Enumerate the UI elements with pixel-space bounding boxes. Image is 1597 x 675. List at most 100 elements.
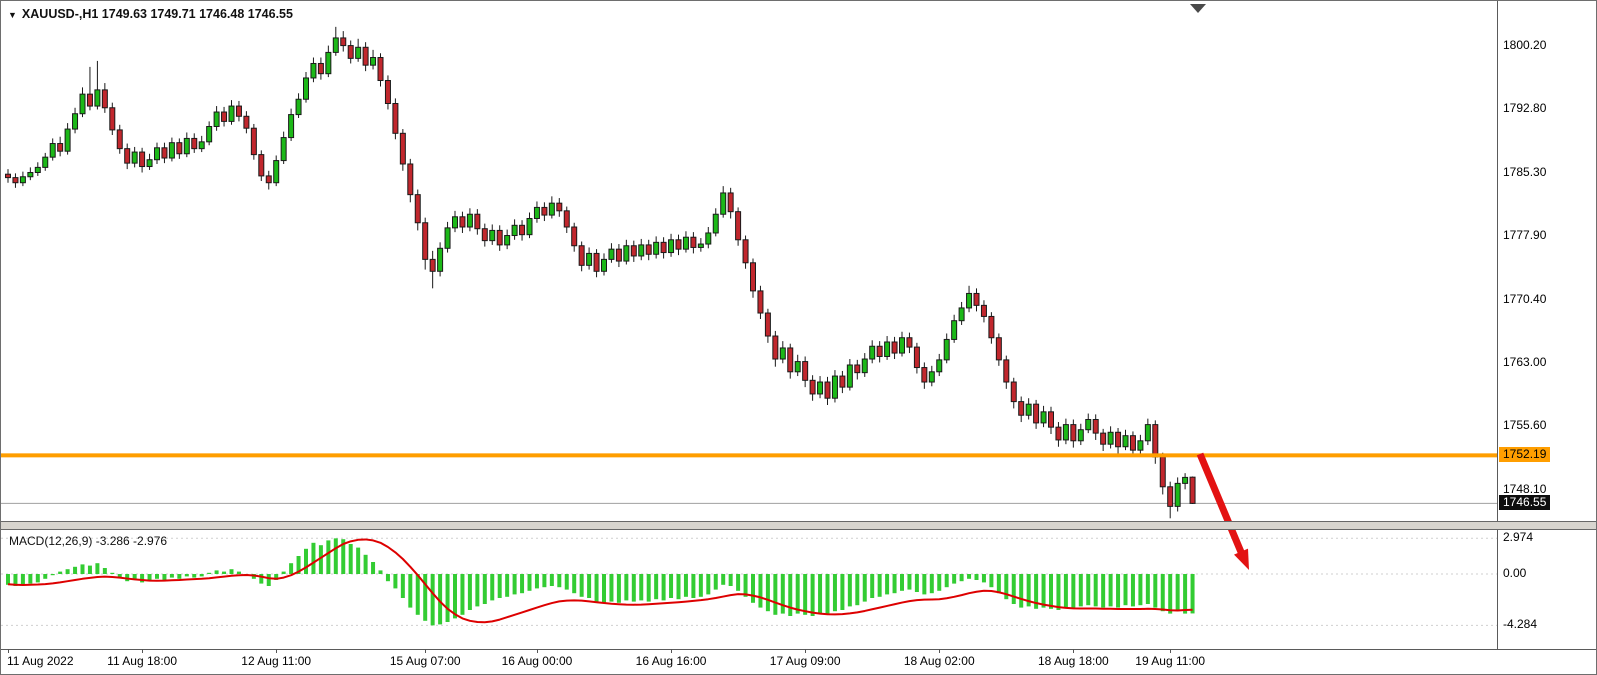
time-axis-label: 16 Aug 00:00 (501, 654, 573, 668)
candle-down (1100, 432, 1107, 445)
candle-down (764, 312, 771, 337)
candle-up (936, 359, 943, 373)
candle-down (221, 111, 228, 122)
candle-down (921, 367, 928, 383)
candle-down (101, 89, 108, 109)
macd-histogram-bar (423, 574, 428, 621)
candle-up (511, 224, 518, 237)
macd-histogram-bar (691, 574, 696, 598)
macd-histogram-bar (311, 542, 316, 574)
candle-up (608, 248, 615, 260)
macd-histogram-bar (1011, 574, 1016, 604)
macd-histogram-bar (937, 574, 942, 591)
macd-histogram-bar (415, 574, 420, 615)
time-axis-label: 18 Aug 02:00 (903, 654, 975, 668)
price-scale[interactable]: 1800.20 1792.80 1785.30 1777.90 1770.40 1763.… (1499, 1, 1596, 649)
macd-histogram-bar (1190, 574, 1195, 614)
candle-up (861, 358, 868, 374)
trend-arrow-head[interactable] (1234, 548, 1249, 570)
macd-histogram-bar (460, 574, 465, 615)
macd-histogram-bar (1078, 574, 1083, 607)
macd-histogram-bar (967, 574, 972, 579)
macd-histogram-bar (676, 574, 681, 600)
candle-up (1025, 403, 1032, 416)
time-axis-tick (1073, 649, 1075, 653)
candle-down (422, 222, 429, 260)
macd-histogram-bar (952, 574, 957, 584)
candle-up (295, 98, 302, 116)
candle-down (414, 194, 421, 224)
candle-up (183, 137, 190, 155)
macd-histogram-bar (326, 540, 331, 574)
macd-histogram-bar (549, 574, 554, 586)
time-axis-tick (425, 649, 427, 653)
chart-shift-marker[interactable] (1190, 4, 1206, 13)
candle-down (161, 147, 168, 159)
macd-histogram-bar (944, 574, 949, 588)
candle-up (705, 232, 712, 245)
macd-histogram-bar (87, 565, 92, 574)
macd-histogram-bar (698, 574, 703, 597)
candle-up (19, 176, 26, 184)
macd-indicator-label: MACD(12,26,9) -3.286 -2.976 (9, 534, 168, 548)
time-scale[interactable]: 11 Aug 2022 11 Aug 18:00 12 Aug 11:00 15 Au… (1, 649, 1596, 674)
panel-splitter[interactable] (1, 521, 1596, 530)
price-axis-label: 1800.20 (1503, 38, 1547, 53)
symbol-dropdown-icon[interactable]: ▼ (8, 9, 17, 20)
macd-histogram-bar (371, 562, 376, 574)
price-axis-label: 1748.10 (1503, 482, 1547, 497)
macd-histogram-bar (840, 574, 845, 610)
candle-down (913, 346, 920, 369)
candle-down (571, 226, 578, 247)
candle-down (541, 206, 548, 216)
macd-histogram-bar (497, 574, 502, 598)
horizontal-line-object[interactable] (1, 453, 1498, 458)
macd-histogram-bar (1034, 574, 1039, 609)
candle-down (191, 137, 198, 150)
macd-histogram-bar (385, 574, 390, 582)
macd-histogram-bar (527, 574, 532, 591)
macd-histogram-bar (780, 574, 785, 614)
macd-histogram-bar (512, 574, 517, 595)
candle-down (563, 210, 570, 228)
macd-histogram-bar (1108, 574, 1113, 607)
candle-up (817, 381, 824, 395)
candle-down (258, 154, 265, 177)
candle-down (5, 173, 11, 179)
candle-up (325, 51, 332, 75)
macd-histogram-bar (877, 574, 882, 597)
macd-histogram-bar (304, 548, 308, 574)
macd-histogram-bar (236, 571, 241, 574)
macd-histogram-bar (1019, 574, 1024, 608)
candle-up (668, 239, 675, 254)
macd-histogram-bar (259, 574, 264, 584)
macd-histogram-bar (534, 574, 539, 589)
candle-up (779, 347, 786, 360)
macd-histogram-bar (43, 574, 48, 579)
macd-histogram-bar (318, 545, 323, 574)
macd-histogram-bar (803, 574, 808, 615)
candle-up (34, 166, 41, 173)
candle-up (601, 258, 607, 272)
macd-histogram-bar (914, 574, 919, 592)
macd-histogram-bar (929, 574, 934, 594)
trend-arrow-shaft[interactable] (1196, 452, 1245, 554)
candle-up (131, 151, 138, 164)
macd-histogram-bar (885, 574, 890, 595)
candle-up (64, 128, 71, 152)
macd-histogram-bar (1160, 574, 1165, 612)
time-axis-tick (805, 649, 807, 653)
candle-up (958, 307, 965, 322)
macd-histogram-bar (1049, 574, 1053, 609)
hline-price-tag: 1752.19 (1499, 447, 1551, 463)
candle-up (1085, 418, 1092, 431)
macd-axis-label: 0.00 (1503, 566, 1527, 580)
macd-histogram-bar (110, 572, 115, 574)
macd-histogram-bar (1056, 574, 1061, 610)
symbol-ohlc-text: XAUUSD-,H1 1749.63 1749.71 1746.48 1746.… (21, 7, 293, 21)
time-axis-label: 16 Aug 16:00 (635, 654, 707, 668)
candle-down (235, 105, 242, 117)
candle-up (42, 156, 49, 168)
